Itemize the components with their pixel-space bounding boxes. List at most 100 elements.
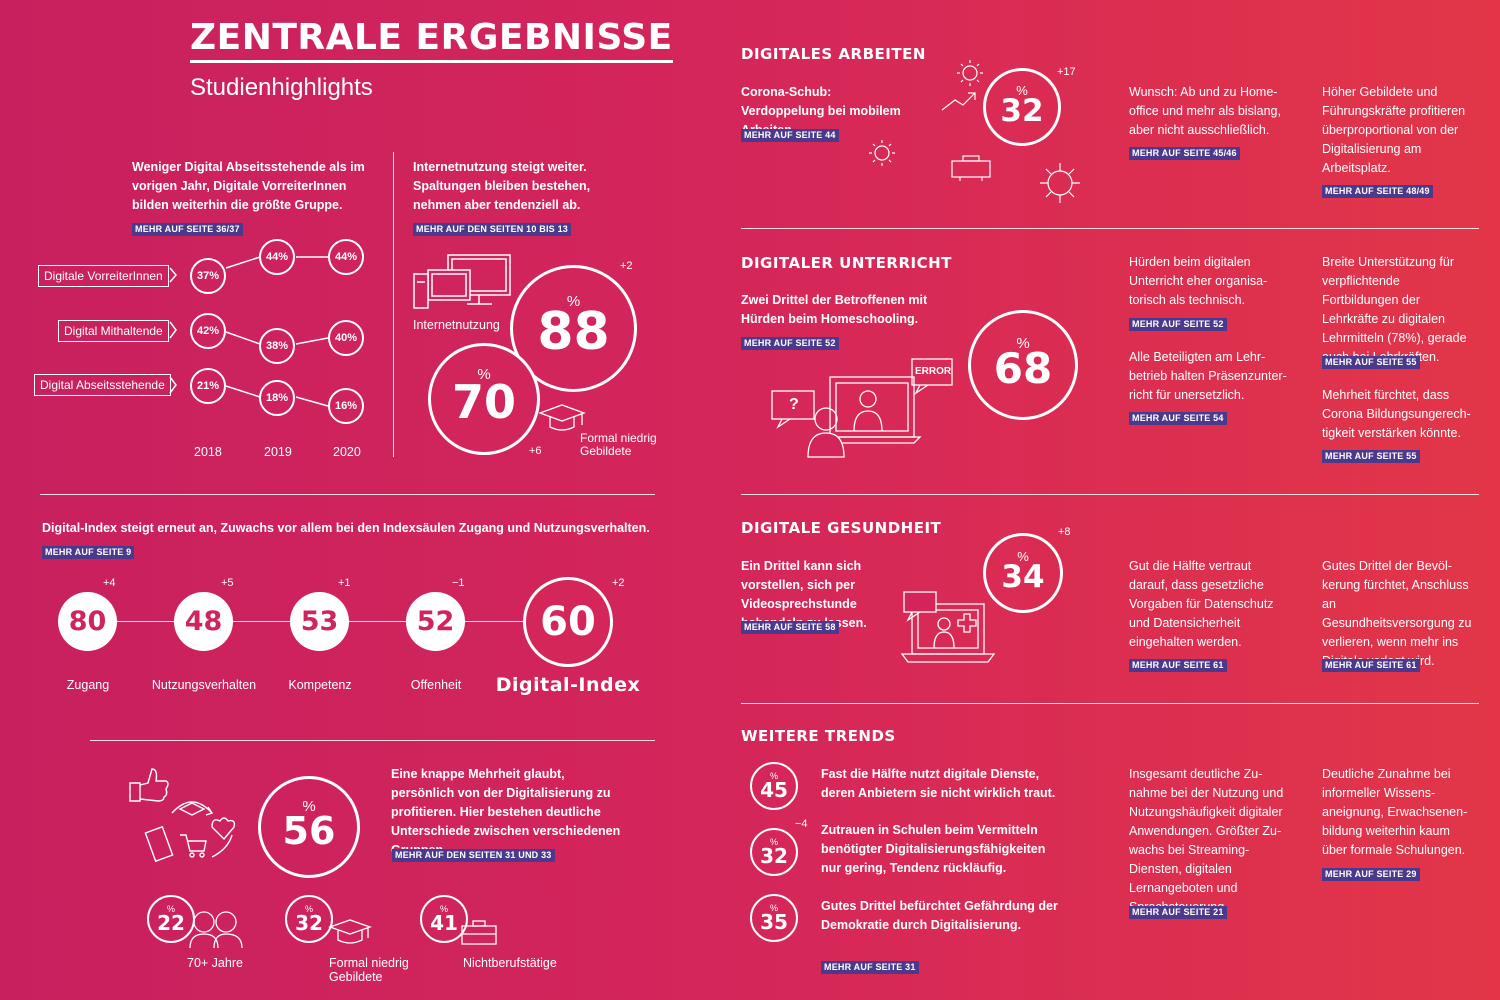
unterricht-c1b-badge-wrap: MEHR AUF SEITE 54	[1129, 408, 1227, 426]
digital-index-ring: 60	[523, 577, 613, 667]
divider	[741, 703, 1479, 704]
unterricht-c2a-badge[interactable]: MEHR AUF SEITE 55	[1322, 356, 1420, 369]
error-bubble-text: ERROR	[915, 366, 952, 377]
briefcase-icon	[461, 920, 497, 945]
arbeiten-value: 32	[1000, 93, 1044, 129]
percent-sign: %	[769, 837, 778, 847]
unterricht-ring: % 68	[968, 310, 1078, 420]
benefit-group-ring: % 41	[420, 895, 468, 943]
video-consultation-icon	[900, 591, 996, 663]
group-label-abseits: Digital Abseitsstehende	[34, 374, 171, 396]
arbeiten-col2-badge-wrap: MEHR AUF SEITE 48/49	[1322, 181, 1433, 199]
graduation-cap-icon	[328, 919, 372, 944]
percent-sign: %	[439, 904, 448, 914]
index-nutzung-value: 48	[174, 592, 233, 651]
group-label-vorreiter: Digitale VorreiterInnen	[38, 265, 169, 287]
benefit-value: 56	[282, 809, 336, 853]
trend-text: Fast die Hälfte nutzt digitale Dienste, …	[821, 767, 1056, 800]
benefit-ring: % 56	[258, 776, 360, 878]
unterricht-c2a: Breite Unterstützung für verpflichtende …	[1322, 255, 1467, 364]
index-badge-wrap: MEHR AUF SEITE 9	[42, 542, 135, 560]
groups-badge-wrap: MEHR AUF SEITE 36/37	[132, 219, 243, 237]
benefit-group-value: 32	[295, 911, 323, 935]
arbeiten-col2-badge[interactable]: MEHR AUF SEITE 48/49	[1322, 185, 1433, 198]
index-delta: +2	[612, 577, 625, 589]
trends-badge[interactable]: MEHR AUF SEITE 31	[821, 961, 919, 974]
trend-text: Gutes Drittel befürchtet Gefährdung der …	[821, 899, 1058, 932]
percent-sign: %	[166, 904, 175, 914]
unterricht-value: 68	[993, 343, 1053, 393]
trends-col2: Deutliche Zunahme bei informeller Wissen…	[1322, 767, 1468, 857]
index-label: Zugang	[66, 678, 110, 692]
group-value: 40%	[328, 320, 364, 356]
index-badge[interactable]: MEHR AUF SEITE 9	[42, 546, 135, 559]
digital-index-value: 60	[540, 599, 596, 645]
group-value: 44%	[328, 239, 364, 275]
elderly-people-icon	[189, 911, 243, 949]
trend-ring: % 35	[750, 894, 798, 942]
gesundheit-col1-badge[interactable]: MEHR AUF SEITE 61	[1129, 659, 1227, 672]
gesundheit-badge[interactable]: MEHR AUF SEITE 58	[741, 621, 839, 634]
digital-index-label: Digital-Index	[495, 674, 641, 696]
trends-col1: Insgesamt deutliche Zu-nahme bei der Nut…	[1129, 767, 1284, 914]
gesundheit-col1: Gut die Hälfte vertraut darauf, dass ges…	[1129, 559, 1274, 649]
arbeiten-badge-wrap: MEHR AUF SEITE 44	[741, 125, 839, 143]
trend-value: 32	[760, 844, 788, 868]
gesundheit-col2: Gutes Drittel der Bevöl-kerung fürchtet,…	[1322, 559, 1472, 668]
groups-badge[interactable]: MEHR AUF SEITE 36/37	[132, 223, 243, 236]
internet-badge[interactable]: MEHR AUF DEN SEITEN 10 BIS 13	[413, 223, 571, 236]
divider	[90, 740, 655, 741]
unterricht-c2b-badge-wrap: MEHR AUF SEITE 55	[1322, 446, 1420, 464]
index-delta: +1	[338, 577, 351, 589]
index-delta: +5	[221, 577, 234, 589]
internet-usage-value: 88	[537, 301, 610, 362]
benefit-badge[interactable]: MEHR AUF DEN SEITEN 31 UND 33	[392, 849, 555, 862]
index-delta: −1	[452, 577, 465, 589]
divider	[40, 494, 655, 495]
percent-sign: %	[1017, 549, 1029, 564]
index-zugang-value: 80	[58, 592, 117, 651]
gesundheit-ring: % 34	[983, 533, 1063, 613]
gesundheit-col2-badge[interactable]: MEHR AUF SEITE 61	[1322, 659, 1420, 672]
gesundheit-value: 34	[1001, 559, 1045, 595]
unterricht-badge-wrap: MEHR AUF SEITE 52	[741, 333, 839, 351]
unterricht-badge[interactable]: MEHR AUF SEITE 52	[741, 337, 839, 350]
gesundheit-col1-badge-wrap: MEHR AUF SEITE 61	[1129, 655, 1227, 673]
arbeiten-badge[interactable]: MEHR AUF SEITE 44	[741, 129, 839, 142]
arbeiten-col1-badge[interactable]: MEHR AUF SEITE 45/46	[1129, 147, 1240, 160]
trends-col2-badge-wrap: MEHR AUF SEITE 29	[1322, 864, 1420, 882]
year-label: 2019	[264, 445, 292, 459]
internet-low-ed-ring: % 70	[428, 343, 540, 455]
arbeiten-ring: % 32	[983, 68, 1061, 146]
trends-col2-badge[interactable]: MEHR AUF SEITE 29	[1322, 868, 1420, 881]
percent-sign: %	[1016, 334, 1030, 352]
index-label: Kompetenz	[288, 678, 352, 692]
unterricht-c2b-badge[interactable]: MEHR AUF SEITE 55	[1322, 450, 1420, 463]
year-label: 2020	[333, 445, 361, 459]
index-text: Digital-Index steigt erneut an, Zuwachs …	[42, 521, 650, 535]
unterricht-c2a-badge-wrap: MEHR AUF SEITE 55	[1322, 352, 1420, 370]
percent-sign: %	[769, 903, 778, 913]
group-value: 38%	[259, 328, 295, 364]
benefit-group-label: Nichtberufstätige	[463, 956, 557, 970]
arbeiten-col2: Höher Gebildete und Führungskräfte profi…	[1322, 85, 1466, 175]
year-label: 2018	[194, 445, 222, 459]
divider	[741, 228, 1479, 229]
unterricht-c1a-badge[interactable]: MEHR AUF SEITE 52	[1129, 318, 1227, 331]
graduation-cap-icon	[538, 404, 586, 431]
percent-sign: %	[302, 798, 316, 815]
trend-ring: % 32	[750, 828, 798, 876]
arbeiten-col1-badge-wrap: MEHR AUF SEITE 45/46	[1129, 143, 1240, 161]
unterricht-c1a-badge-wrap: MEHR AUF SEITE 52	[1129, 314, 1227, 332]
index-label: Offenheit	[410, 678, 462, 692]
arbeiten-delta: +17	[1057, 66, 1076, 78]
digital-life-icons	[129, 768, 236, 863]
trends-col1-badge[interactable]: MEHR AUF SEITE 21	[1129, 906, 1227, 919]
internet-badge-wrap: MEHR AUF DEN SEITEN 10 BIS 13	[413, 219, 571, 237]
homeschooling-icon	[771, 358, 953, 458]
unterricht-c1b-badge[interactable]: MEHR AUF SEITE 54	[1129, 412, 1227, 425]
question-bubble-text: ?	[789, 396, 799, 413]
benefit-group-label: 70+ Jahre	[187, 956, 243, 970]
groups-text: Weniger Digital Abseitsstehende als im v…	[132, 160, 365, 212]
index-kompetenz-value: 53	[290, 592, 349, 651]
